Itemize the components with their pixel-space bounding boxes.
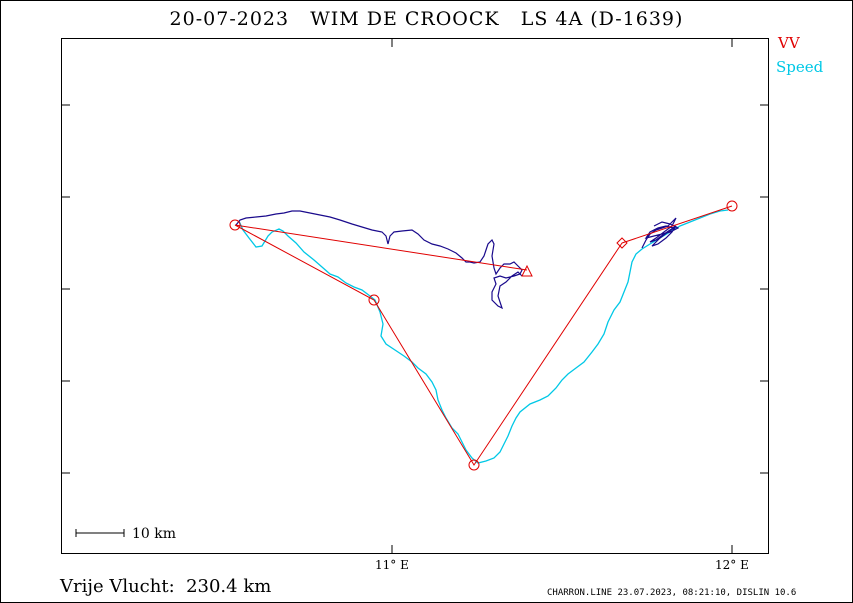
legend-vv: VV: [778, 34, 800, 52]
x-ticks: [391, 39, 733, 553]
turnpoint-3: [468, 459, 480, 471]
start-marker: [521, 264, 533, 277]
scale-bar: [75, 529, 125, 537]
gps-track-east: [641, 217, 680, 249]
finish-marker: [616, 237, 628, 249]
scale-bar-label: 10 km: [132, 526, 177, 542]
turnpoint-4: [726, 200, 738, 212]
plot-area: [61, 38, 769, 554]
y-ticks: [62, 104, 768, 474]
speed-trace: [238, 209, 729, 464]
gps-track: [235, 210, 523, 310]
turnpoint-2: [368, 294, 380, 306]
turnpoint-1: [229, 219, 241, 231]
x-tick-label-12e: 12° E: [715, 558, 749, 572]
footer-info: CHARRON.LINE 23.07.2023, 08:21:10, DISLI…: [547, 588, 797, 598]
x-tick-label-11e: 11° E: [375, 558, 409, 572]
task-legs: [234, 205, 733, 466]
turnpoints: [229, 200, 738, 471]
distance-readout: Vrije Vlucht: 230.4 km: [60, 576, 272, 597]
legend-speed: Speed: [776, 58, 824, 76]
chart-title: 20-07-2023 WIM DE CROOCK LS 4A (D-1639): [169, 8, 684, 30]
